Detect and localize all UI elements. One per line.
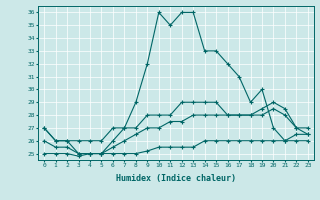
X-axis label: Humidex (Indice chaleur): Humidex (Indice chaleur) [116, 174, 236, 183]
